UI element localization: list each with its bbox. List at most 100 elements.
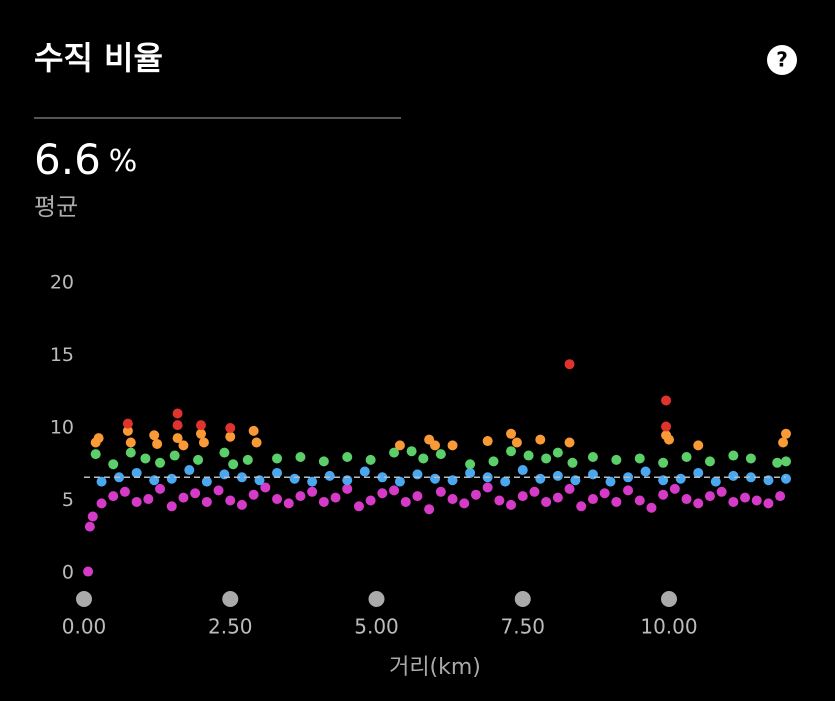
data-point	[611, 454, 622, 465]
data-point	[307, 476, 318, 487]
data-point	[172, 408, 183, 419]
data-point	[775, 491, 786, 502]
data-point	[406, 446, 417, 457]
data-point	[248, 425, 259, 436]
y-tick-label: 5	[62, 489, 74, 511]
data-point	[122, 418, 133, 429]
data-point	[669, 483, 680, 494]
data-point	[693, 467, 704, 478]
data-point	[681, 452, 692, 462]
data-point	[225, 495, 236, 506]
data-point	[324, 470, 335, 481]
data-point	[599, 488, 610, 499]
data-point	[377, 472, 388, 483]
data-point	[661, 421, 672, 432]
data-point	[716, 486, 727, 497]
data-point	[84, 521, 95, 532]
data-point	[353, 501, 364, 512]
data-point	[529, 486, 540, 497]
data-point	[517, 491, 528, 502]
help-button[interactable]	[767, 45, 797, 75]
data-point	[435, 449, 446, 460]
data-point	[242, 454, 253, 465]
y-tick-label: 20	[50, 272, 74, 294]
x-tick-label: 2.50	[208, 615, 253, 639]
data-point	[330, 492, 341, 503]
data-point	[251, 437, 262, 448]
data-point	[661, 395, 672, 406]
data-point	[611, 496, 622, 507]
x-tick-label: 5.00	[354, 615, 399, 639]
data-point	[169, 450, 180, 461]
data-point	[605, 476, 616, 487]
data-point	[198, 437, 209, 448]
data-point	[184, 465, 195, 476]
x-tick-marker	[368, 591, 385, 607]
data-point	[272, 467, 283, 478]
average-unit: %	[109, 144, 138, 179]
data-point	[178, 492, 189, 503]
data-point	[394, 476, 405, 487]
data-point	[228, 459, 239, 470]
data-point	[447, 494, 458, 505]
help-icon[interactable]: ?	[776, 48, 788, 72]
data-point	[149, 430, 160, 441]
data-point	[225, 423, 236, 433]
average-value: 6.6%	[34, 135, 137, 184]
data-point	[359, 466, 370, 477]
data-point	[342, 452, 353, 462]
data-point	[552, 447, 563, 458]
data-point	[693, 440, 704, 451]
data-point	[488, 456, 499, 467]
data-point	[517, 465, 528, 476]
data-point	[728, 496, 739, 507]
data-point	[342, 483, 353, 494]
data-point	[781, 428, 791, 439]
data-point	[295, 491, 306, 502]
data-point	[172, 433, 183, 444]
data-point	[634, 453, 645, 464]
chart-title: 수직 비율	[34, 39, 163, 77]
data-point	[108, 459, 119, 470]
data-point	[219, 447, 230, 458]
data-point	[318, 456, 329, 467]
data-point	[178, 440, 189, 451]
data-point	[307, 486, 318, 497]
data-point	[459, 498, 470, 509]
data-point	[289, 473, 300, 484]
data-point	[646, 502, 657, 513]
data-point	[541, 496, 552, 507]
data-point	[140, 453, 151, 464]
data-point	[260, 482, 271, 493]
data-point	[500, 476, 511, 487]
data-point	[131, 467, 142, 478]
data-point	[693, 498, 704, 509]
x-tick-marker	[514, 591, 531, 607]
x-tick-label: 10.00	[640, 615, 697, 639]
data-point	[418, 453, 429, 464]
data-point	[131, 496, 142, 507]
data-point	[506, 446, 517, 457]
data-point	[424, 504, 435, 515]
data-point	[201, 476, 212, 487]
data-point	[152, 438, 163, 449]
data-point	[506, 428, 517, 439]
data-point	[763, 498, 774, 509]
data-point	[447, 440, 458, 451]
data-point	[155, 457, 166, 468]
data-point	[412, 491, 423, 502]
y-tick-label: 10	[50, 417, 74, 439]
data-point	[681, 494, 692, 505]
data-point	[119, 486, 130, 497]
data-point	[430, 440, 440, 451]
data-point	[155, 483, 166, 494]
data-point	[108, 491, 119, 502]
x-tick-marker	[222, 591, 239, 607]
y-tick-label: 0	[62, 562, 74, 584]
data-point	[704, 456, 715, 467]
data-point	[377, 488, 388, 499]
data-point	[283, 498, 294, 509]
data-point	[778, 437, 789, 448]
data-point	[295, 452, 306, 462]
